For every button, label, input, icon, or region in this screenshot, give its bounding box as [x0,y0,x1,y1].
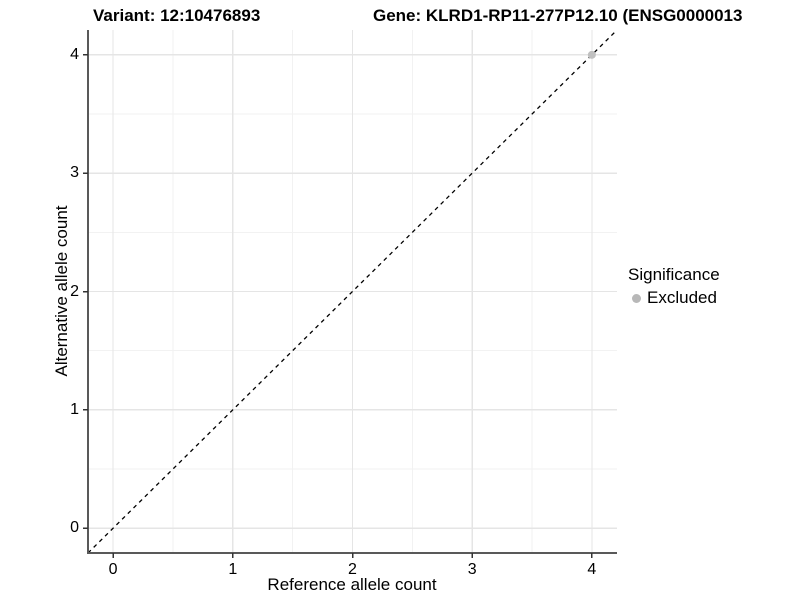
plot-panel [83,29,618,558]
legend-item-excluded: Excluded [632,288,720,308]
y-tick-label: 0 [70,519,79,537]
y-tick-label: 4 [70,45,79,63]
x-tick-label: 0 [108,561,118,578]
x-axis-title: Reference allele count [267,575,437,594]
gene-title: Gene: KLRD1-RP11-277P12.10 (ENSG0000013 [373,6,743,25]
x-tick-label: 1 [228,561,238,578]
y-tick-label: 2 [70,282,79,300]
y-tick-label: 1 [70,400,79,418]
legend: Significance Excluded [628,265,720,308]
excluded-dot-icon [632,293,641,303]
legend-title: Significance [628,265,720,284]
legend-item-label: Excluded [647,288,717,307]
x-tick-label: 4 [587,561,597,578]
y-axis-title: Alternative allele count [52,205,71,377]
x-tick-label: 3 [467,561,477,578]
variant-title: Variant: 12:10476893 [93,6,261,25]
y-tick-label: 3 [70,164,79,182]
plot-area-svg [83,29,618,558]
x-tick-label: 2 [348,561,357,578]
data-point [587,50,596,59]
